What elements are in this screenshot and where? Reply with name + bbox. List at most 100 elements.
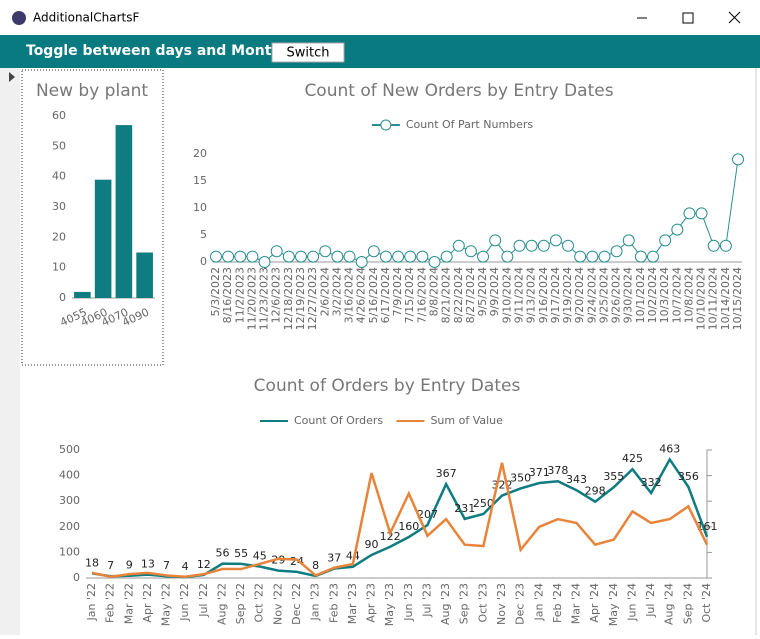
point-marker — [610, 245, 623, 258]
y-tick-label: 0 — [73, 571, 80, 584]
x-tick-label: 9/5/2024 — [476, 267, 489, 316]
x-tick-label: 11/2/2023 — [233, 267, 246, 323]
x-tick-label: Jun '24 — [625, 583, 638, 622]
data-label: 45 — [253, 549, 267, 562]
x-tick-label: 9/19/2024 — [561, 267, 574, 323]
x-tick-label: Jun '22 — [178, 583, 191, 622]
x-tick-label: Mar '23 — [346, 583, 359, 624]
point-marker — [549, 234, 562, 247]
switch-button-label[interactable]: Switch — [287, 46, 330, 61]
y-tick-label: 50 — [52, 139, 66, 152]
data-label: 350 — [510, 471, 531, 484]
point-marker — [683, 207, 696, 220]
y-tick-label: 20 — [193, 147, 207, 160]
point-marker — [222, 250, 235, 263]
window-title: AdditionalChartsF — [33, 11, 139, 25]
y-tick-label: 0 — [200, 255, 207, 268]
data-label: 371 — [529, 466, 550, 479]
data-label: 24 — [290, 555, 304, 568]
chart-title: New by plant — [36, 81, 148, 101]
data-label: 4 — [182, 560, 189, 573]
y-tick-label: 400 — [59, 469, 80, 482]
x-tick-label: 2/6/2024 — [318, 267, 331, 316]
point-marker — [294, 250, 307, 263]
x-tick-label: 11/20/2023 — [245, 267, 258, 330]
x-tick-label: 10/11/2024 — [707, 267, 720, 330]
y-tick-label: 10 — [193, 201, 207, 214]
point-marker — [416, 250, 429, 263]
x-tick-label: 8/16/2023 — [221, 267, 234, 323]
toolbar — [0, 35, 760, 68]
x-tick-label: 8/27/2024 — [464, 267, 477, 323]
x-tick-label: Feb '24 — [551, 583, 564, 623]
x-tick-label: 5/3/2022 — [209, 267, 222, 316]
point-marker — [270, 245, 283, 258]
x-tick-label: May '22 — [160, 583, 173, 626]
x-tick-label: Mar '22 — [122, 583, 135, 624]
x-tick-label: 12/27/2023 — [306, 267, 319, 330]
point-marker — [647, 250, 660, 263]
x-tick-label: 10/7/2024 — [670, 267, 683, 323]
x-tick-label: Apr '22 — [141, 583, 154, 623]
y-tick-label: 60 — [52, 109, 66, 122]
data-label: 355 — [603, 470, 624, 483]
x-tick-label: 3/2/2024 — [330, 267, 343, 316]
switch-button[interactable] — [271, 42, 345, 63]
data-label: 90 — [365, 538, 379, 551]
expand-arrow[interactable] — [9, 72, 15, 82]
point-marker — [404, 250, 417, 263]
panel-border — [21, 69, 164, 366]
data-label: 231 — [454, 502, 475, 515]
data-label: 7 — [107, 559, 114, 572]
x-tick-label: Jul '22 — [197, 583, 210, 618]
point-marker — [477, 250, 490, 263]
x-tick-label: 8/8/2024 — [428, 267, 441, 316]
point-marker — [258, 256, 271, 268]
x-tick-label: 6/17/2024 — [379, 267, 392, 323]
x-tick-label: 9/10/2024 — [500, 267, 513, 323]
x-tick-label: 10/1/2024 — [634, 267, 647, 323]
y-tick-label: 5 — [200, 228, 207, 241]
x-tick-label: Dec '22 — [290, 583, 303, 625]
data-label: 463 — [659, 442, 680, 455]
point-marker — [282, 250, 295, 263]
x-tick-label: Jan '22 — [85, 583, 98, 621]
point-marker — [719, 239, 732, 252]
data-label: 161 — [697, 520, 718, 533]
y-tick-label: 300 — [59, 494, 80, 507]
point-marker — [379, 250, 392, 263]
point-marker — [695, 207, 708, 220]
x-tick-label: Nov '22 — [271, 583, 284, 625]
x-tick-label: Dec '23 — [514, 583, 527, 625]
point-marker — [671, 223, 684, 236]
bar — [136, 252, 153, 298]
data-label: 378 — [547, 464, 568, 477]
x-tick-label: 10/14/2024 — [719, 267, 732, 330]
close-button[interactable] — [728, 11, 741, 24]
x-tick-label: May '23 — [383, 583, 396, 626]
x-tick-label: 9/11/2024 — [512, 267, 525, 323]
point-marker — [367, 245, 380, 258]
point-marker — [659, 234, 672, 247]
data-label: 37 — [327, 552, 341, 565]
x-tick-label: Jan '23 — [309, 583, 322, 621]
point-marker — [440, 250, 453, 263]
x-tick-label: Nov '23 — [495, 583, 508, 625]
x-tick-label: 9/20/2024 — [573, 267, 586, 323]
x-tick-label: 9/17/2024 — [549, 267, 562, 323]
maximize-button[interactable] — [682, 12, 694, 24]
y-tick-label: 20 — [52, 230, 66, 243]
y-tick-label: 10 — [52, 261, 66, 274]
x-tick-label: Apr '24 — [588, 583, 601, 623]
point-marker — [586, 250, 599, 263]
data-label: 356 — [678, 470, 699, 483]
data-label: 18 — [85, 556, 99, 569]
x-tick-label: 9/13/2024 — [525, 267, 538, 323]
series-line — [91, 462, 709, 578]
x-tick-label: Oct '22 — [253, 583, 266, 623]
x-tick-label: Sep '22 — [234, 583, 247, 624]
x-tick-label: 12/6/2023 — [270, 267, 283, 323]
x-tick-label: 9/16/2024 — [537, 267, 550, 323]
point-marker — [343, 250, 356, 263]
